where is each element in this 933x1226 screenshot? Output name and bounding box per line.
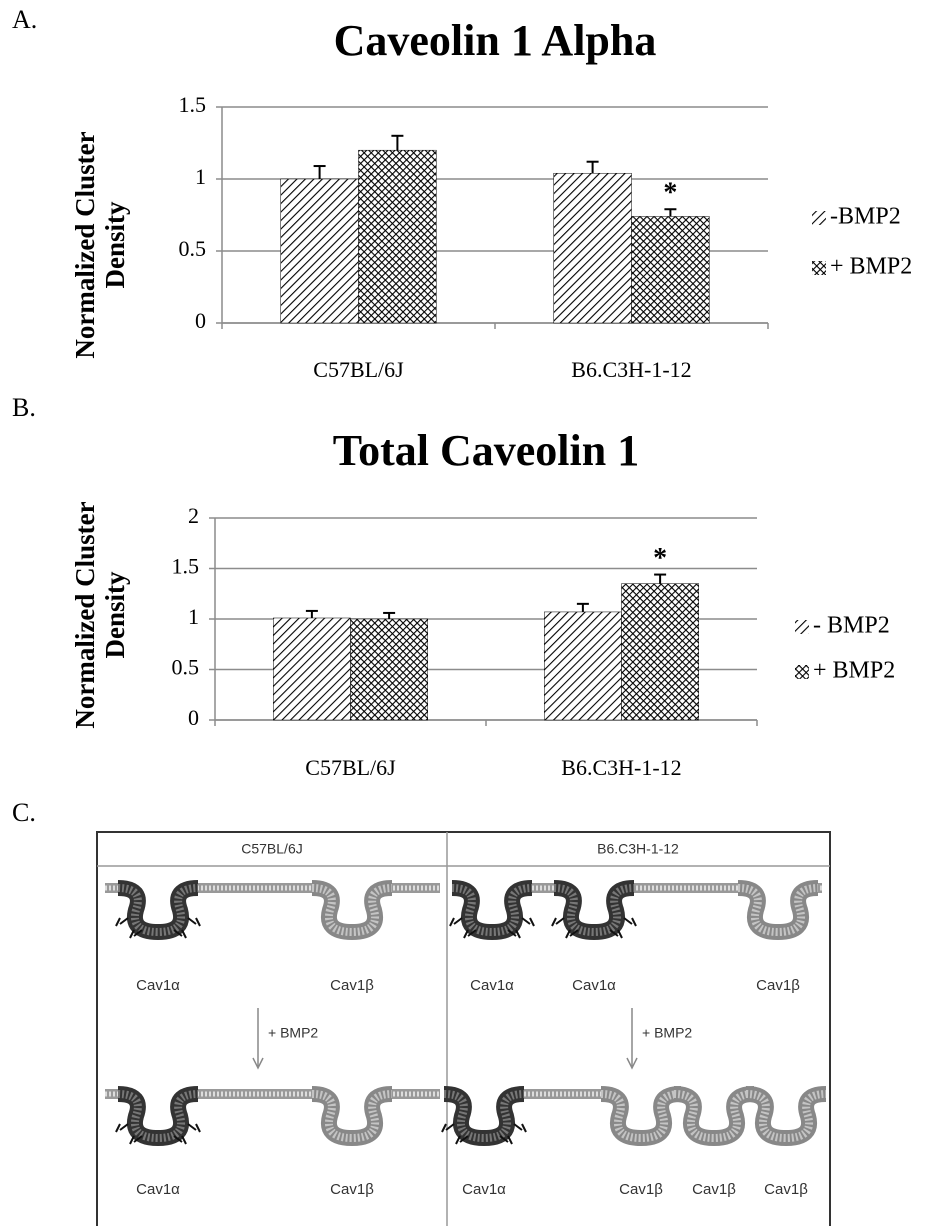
bar — [359, 150, 437, 323]
caveola-label: Cav1β — [692, 1181, 736, 1198]
coat-spike — [552, 918, 564, 926]
error-bar — [314, 166, 326, 179]
x-tick-label: B6.C3H-1-12 — [571, 357, 691, 382]
x-tick-label: C57BL/6J — [305, 755, 396, 780]
error-bar — [391, 136, 403, 150]
legend-label: - BMP2 — [813, 613, 890, 639]
significance-mark: * — [663, 178, 677, 209]
y-tick-label: 1 — [188, 604, 199, 629]
legend-label: + BMP2 — [813, 658, 895, 684]
x-tick-label: C57BL/6J — [313, 357, 404, 382]
y-tick-label: 0.5 — [179, 236, 207, 261]
coat-spike — [442, 1124, 454, 1132]
caveola-label: Cav1α — [462, 1181, 506, 1198]
caveola-label: Cav1α — [136, 1181, 180, 1198]
caveola-label: Cav1β — [756, 977, 800, 994]
panel-label: B. — [12, 393, 36, 422]
legend-swatch — [812, 211, 826, 225]
chart-title: Caveolin 1 Alpha — [334, 16, 657, 65]
error-bar — [654, 575, 666, 584]
caveola-label: Cav1α — [136, 977, 180, 994]
y-axis-label: Normalized Cluster Density — [70, 480, 130, 750]
y-tick-label: 1.5 — [179, 92, 207, 117]
error-bar — [664, 209, 676, 216]
panel-label: C. — [12, 798, 36, 827]
y-tick-label: 0.5 — [172, 655, 200, 680]
error-bar — [306, 611, 318, 618]
caveola-label: Cav1β — [764, 1181, 808, 1198]
bar — [544, 612, 621, 720]
figure: A. Caveolin 1 Alpha 0 0.5 1 1.5 C57BL/6J B6.C3H… — [0, 0, 933, 1226]
legend-label: -BMP2 — [830, 204, 901, 230]
coat-spike — [450, 918, 462, 926]
bar — [632, 216, 710, 323]
caveola-label: Cav1α — [470, 977, 514, 994]
error-bar — [383, 613, 395, 619]
y-axis-label: Normalized Cluster Density — [70, 110, 130, 380]
chart-title: Total Caveolin 1 — [333, 426, 639, 475]
caveola-label: Cav1β — [619, 1181, 663, 1198]
y-tick-label: 0 — [188, 705, 199, 730]
legend-label: + BMP2 — [830, 254, 912, 280]
bar — [273, 618, 350, 720]
bar — [281, 179, 359, 323]
treatment-label: + BMP2 — [642, 1025, 692, 1041]
coat-spike — [116, 1124, 128, 1132]
coat-spike — [188, 918, 200, 926]
y-tick-label: 1.5 — [172, 554, 200, 579]
panel-label: A. — [12, 5, 37, 34]
coat-spike — [116, 918, 128, 926]
error-bar — [577, 604, 589, 612]
y-tick-label: 1 — [195, 164, 206, 189]
column-header: B6.C3H-1-12 — [597, 841, 679, 857]
coat-spike — [624, 918, 636, 926]
coat-spike — [522, 918, 534, 926]
treatment-label: + BMP2 — [268, 1025, 318, 1041]
caveola-label: Cav1β — [330, 977, 374, 994]
coat-spike — [514, 1124, 526, 1132]
column-header: C57BL/6J — [241, 841, 302, 857]
legend-swatch — [812, 261, 826, 275]
legend-swatch — [795, 620, 809, 634]
significance-mark: * — [653, 543, 667, 574]
y-tick-label: 2 — [188, 503, 199, 528]
x-tick-label: B6.C3H-1-12 — [561, 755, 681, 780]
legend-swatch — [795, 665, 809, 679]
figure-canvas: A. Caveolin 1 Alpha 0 0.5 1 1.5 C57BL/6J B6.C3H… — [0, 0, 933, 1226]
bar — [554, 173, 632, 323]
bar — [351, 619, 428, 720]
caveola-label: Cav1α — [572, 977, 616, 994]
caveola-label: Cav1β — [330, 1181, 374, 1198]
coat-spike — [188, 1124, 200, 1132]
error-bar — [587, 162, 599, 174]
bar — [622, 584, 699, 720]
y-tick-label: 0 — [195, 308, 206, 333]
